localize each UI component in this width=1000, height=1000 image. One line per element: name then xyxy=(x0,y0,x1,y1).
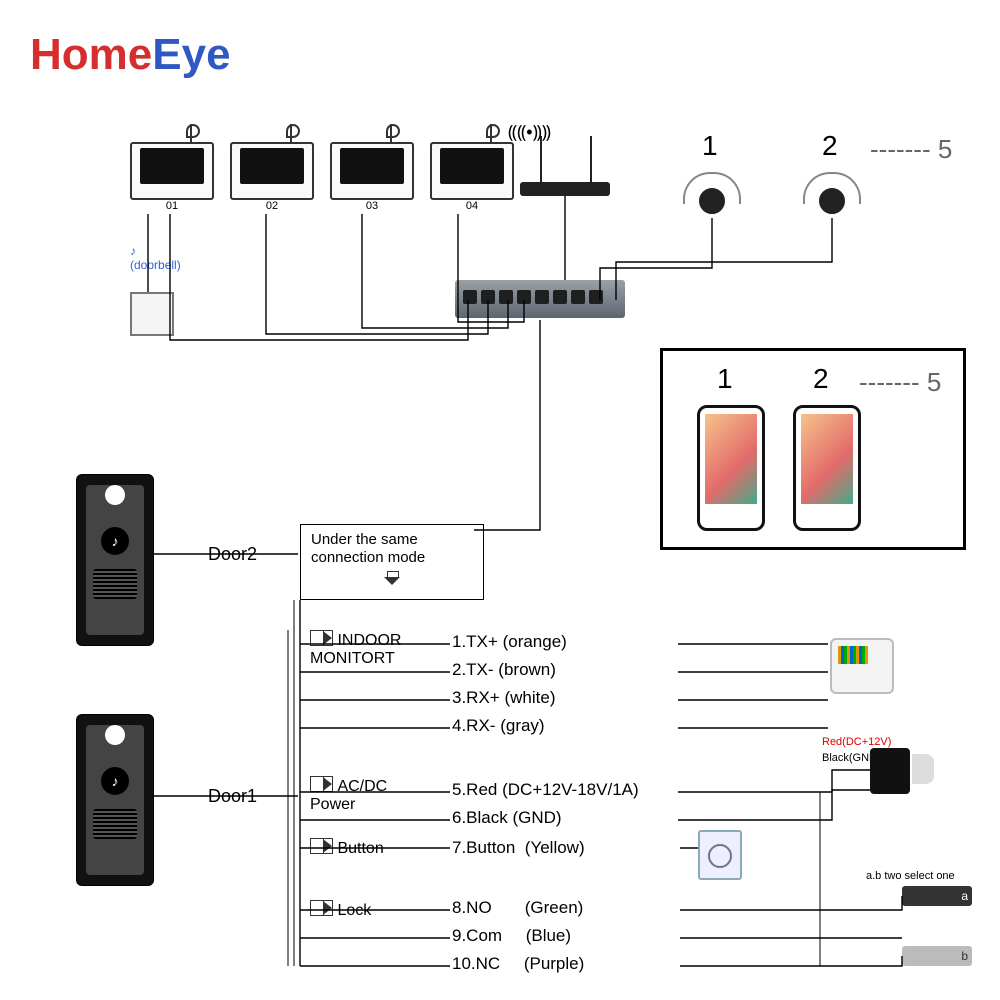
door-unit-1: ♪ xyxy=(76,714,154,886)
monitor-03: 03 xyxy=(330,138,414,212)
network-switch xyxy=(455,280,625,318)
router-antenna-2 xyxy=(590,136,592,184)
door2-label: Door2 xyxy=(208,544,257,565)
pin-1: 1.TX+ (orange) xyxy=(452,632,567,652)
rj45-jack xyxy=(830,638,894,694)
brand-part1: Home xyxy=(30,30,152,79)
pin-5: 5.Red (DC+12V-18V/1A) xyxy=(452,780,639,800)
pin-2: 2.TX- (brown) xyxy=(452,660,556,680)
camera-2 xyxy=(800,172,864,218)
pin-4: 4.RX- (gray) xyxy=(452,716,545,736)
brand-part2: Eye xyxy=(152,30,230,79)
monitors-row: 01 02 03 04 xyxy=(130,138,514,212)
phone-1 xyxy=(697,405,765,531)
brand-title: HomeEye xyxy=(30,30,231,80)
pin-9: 9.Com (Blue) xyxy=(452,926,571,946)
psu-red-label: Red(DC+12V) xyxy=(822,736,891,748)
monitor-01: 01 xyxy=(130,138,214,212)
door-unit-2: ♪ xyxy=(76,474,154,646)
section-indoor: INDOOR MONITORT xyxy=(310,630,401,668)
phone-num-2: 2 xyxy=(813,363,829,395)
lock-note: a.b two select one xyxy=(866,870,955,882)
camera-num-2: 2 xyxy=(822,130,838,162)
phone-more: ------- 5 xyxy=(859,367,941,398)
camera-1 xyxy=(680,172,744,218)
power-adapter xyxy=(870,748,910,794)
door1-label: Door1 xyxy=(208,786,257,807)
monitor-04: 04 xyxy=(430,138,514,212)
section-lock: Lock xyxy=(310,900,371,920)
monitor-02: 02 xyxy=(230,138,314,212)
pin-7: 7.Button (Yellow) xyxy=(452,838,585,858)
pin-6: 6.Black (GND) xyxy=(452,808,562,828)
power-plug xyxy=(912,754,934,784)
connection-mode-box: Under the sameconnection mode xyxy=(300,524,484,600)
pin-8: 8.NO (Green) xyxy=(452,898,583,918)
lock-a: a xyxy=(902,886,972,906)
phone-2 xyxy=(793,405,861,531)
doorbell-caption: ♪(doorbell) xyxy=(130,244,181,272)
section-button: Button xyxy=(310,838,384,858)
phones-panel: 1 2 ------- 5 xyxy=(660,348,966,550)
camera-num-1: 1 xyxy=(702,130,718,162)
pin-3: 3.RX+ (white) xyxy=(452,688,555,708)
section-power: AC/DC Power xyxy=(310,776,387,814)
camera-more: ------- 5 xyxy=(870,134,952,165)
pin-10: 10.NC (Purple) xyxy=(452,954,584,974)
phone-num-1: 1 xyxy=(717,363,733,395)
router xyxy=(520,182,610,196)
lock-b: b xyxy=(902,946,972,966)
wifi-icon: ⸨⸨•⸩⸩ xyxy=(508,120,551,144)
doorbell-switch xyxy=(130,292,174,336)
exit-button xyxy=(698,830,742,880)
